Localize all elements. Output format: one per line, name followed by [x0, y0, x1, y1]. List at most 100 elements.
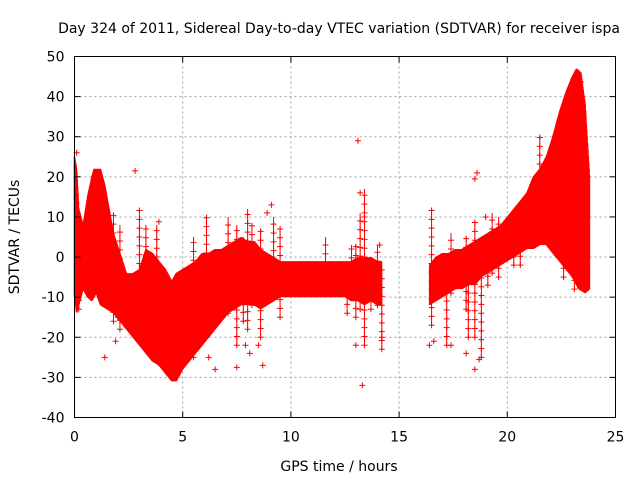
- data-column-point: [577, 229, 584, 236]
- data-column-point: [471, 316, 478, 323]
- data-column-point: [344, 301, 351, 308]
- data-column-point: [448, 254, 455, 261]
- chart-title: Day 324 of 2011, Sidereal Day-to-day VTE…: [58, 21, 620, 37]
- data-column-point: [463, 235, 470, 242]
- data-band: [73, 68, 591, 382]
- data-column-point: [348, 272, 355, 279]
- y-tick-label: 50: [47, 50, 65, 66]
- y-tick-label: 30: [47, 130, 65, 146]
- data-column-point: [110, 247, 117, 254]
- data-column-point: [348, 290, 355, 297]
- data-column-point: [142, 261, 149, 268]
- data-column-point: [495, 256, 502, 263]
- data-column-point: [244, 326, 251, 333]
- data-column-point: [443, 289, 450, 296]
- data-column-point: [136, 251, 143, 258]
- outlier-point: [233, 364, 240, 371]
- data-column-point: [571, 268, 578, 275]
- data-column-point: [190, 336, 197, 343]
- data-column-point: [142, 305, 149, 312]
- data-column-point: [203, 258, 210, 265]
- data-column-point: [361, 227, 368, 234]
- data-column-point: [361, 298, 368, 305]
- data-column-point: [577, 255, 584, 262]
- data-column-point: [136, 242, 143, 249]
- x-tick-label: 5: [178, 430, 187, 446]
- data-column-point: [344, 310, 351, 317]
- data-column-point: [536, 152, 543, 159]
- y-axis-title: SDTVAR / TECUs: [7, 180, 23, 295]
- data-column-point: [478, 327, 485, 334]
- data-column-point: [495, 238, 502, 245]
- data-column-point: [463, 244, 470, 251]
- data-column-point: [233, 342, 240, 349]
- data-column-point: [136, 260, 143, 267]
- data-column-point: [577, 220, 584, 227]
- data-column-point: [571, 109, 578, 116]
- data-column-point: [75, 244, 82, 251]
- data-column-point: [116, 246, 123, 253]
- data-column-point: [248, 231, 255, 238]
- data-column-point: [190, 327, 197, 334]
- data-column-point: [352, 243, 359, 250]
- data-column-point: [348, 254, 355, 261]
- data-column-point: [207, 251, 214, 258]
- outlier-point: [471, 366, 478, 373]
- data-column-point: [357, 226, 364, 233]
- data-column-point: [428, 251, 435, 258]
- data-column-point: [489, 270, 496, 277]
- data-column-point: [428, 260, 435, 267]
- data-column-point: [207, 295, 214, 302]
- x-axis-title: GPS time / hours: [280, 459, 397, 475]
- data-column-point: [448, 272, 455, 279]
- data-column-point: [367, 306, 374, 313]
- data-column-point: [571, 144, 578, 151]
- data-column-point: [203, 223, 210, 230]
- data-column-point: [110, 212, 117, 219]
- data-column-point: [153, 342, 160, 349]
- data-column-point: [233, 333, 240, 340]
- data-column-point: [463, 253, 470, 260]
- data-column-point: [428, 207, 435, 214]
- data-column-point: [248, 284, 255, 291]
- data-column-point: [556, 206, 563, 213]
- data-column-point: [116, 290, 123, 297]
- data-column-point: [443, 307, 450, 314]
- outlier-point: [212, 366, 219, 373]
- outlier-point: [136, 318, 143, 325]
- data-column-point: [556, 215, 563, 222]
- data-column-point: [489, 234, 496, 241]
- data-column-point: [571, 277, 578, 284]
- data-column-point: [536, 187, 543, 194]
- data-column-point: [240, 238, 247, 245]
- data-column-point: [571, 127, 578, 134]
- data-column-point: [352, 270, 359, 277]
- outlier-point: [246, 350, 253, 357]
- data-column-point: [484, 255, 491, 262]
- data-column-point: [471, 263, 478, 270]
- data-column-point: [361, 307, 368, 314]
- data-column-point: [571, 197, 578, 204]
- y-tick-label: 20: [47, 170, 65, 186]
- data-column-point: [478, 257, 485, 264]
- data-column-point: [571, 171, 578, 178]
- data-column-point: [240, 318, 247, 325]
- outlier-point: [430, 338, 437, 345]
- data-column-point: [378, 311, 385, 318]
- y-tick-label: 0: [56, 250, 65, 266]
- outlier-point: [378, 334, 385, 341]
- data-column-point: [116, 264, 123, 271]
- data-column-point: [352, 261, 359, 268]
- data-column-point: [378, 302, 385, 309]
- data-column-point: [244, 317, 251, 324]
- outlier-point: [112, 338, 119, 345]
- data-column-point: [560, 229, 567, 236]
- data-column-point: [233, 236, 240, 243]
- outlier-point: [132, 167, 139, 174]
- data-column-point: [240, 256, 247, 263]
- data-column-point: [344, 283, 351, 290]
- data-column-point: [257, 316, 264, 323]
- data-column-point: [344, 292, 351, 299]
- data-column-point: [244, 238, 251, 245]
